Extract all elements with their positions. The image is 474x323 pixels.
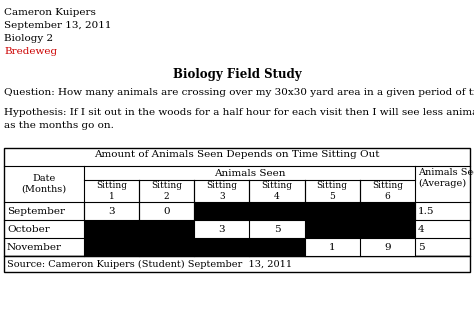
Bar bbox=[4, 256, 470, 272]
Bar bbox=[84, 238, 139, 256]
Bar bbox=[84, 220, 139, 238]
Text: 3: 3 bbox=[219, 224, 225, 234]
Text: 1.5: 1.5 bbox=[418, 206, 435, 215]
Text: Sitting
5: Sitting 5 bbox=[317, 181, 348, 201]
Bar bbox=[4, 148, 470, 256]
Bar bbox=[360, 202, 415, 220]
Text: Source: Cameron Kuipers (Student) September  13, 2011: Source: Cameron Kuipers (Student) Septem… bbox=[7, 259, 292, 268]
Text: Sitting
6: Sitting 6 bbox=[372, 181, 403, 201]
Text: Cameron Kuipers: Cameron Kuipers bbox=[4, 8, 96, 17]
Bar bbox=[194, 238, 249, 256]
Text: Sitting
1: Sitting 1 bbox=[96, 181, 127, 201]
Text: 1: 1 bbox=[329, 243, 336, 252]
Text: November: November bbox=[7, 243, 62, 252]
Text: Animals Seen
(Average): Animals Seen (Average) bbox=[418, 168, 474, 188]
Bar bbox=[360, 220, 415, 238]
Text: 3: 3 bbox=[108, 206, 115, 215]
Bar bbox=[249, 238, 305, 256]
Text: Animals Seen: Animals Seen bbox=[214, 169, 285, 178]
Bar bbox=[360, 238, 415, 256]
Bar bbox=[305, 238, 360, 256]
Bar bbox=[139, 238, 194, 256]
Bar bbox=[194, 202, 249, 220]
Text: October: October bbox=[7, 224, 50, 234]
Text: 5: 5 bbox=[274, 224, 281, 234]
Text: Amount of Animals Seen Depends on Time Sitting Out: Amount of Animals Seen Depends on Time S… bbox=[94, 150, 380, 159]
Text: Date
(Months): Date (Months) bbox=[21, 174, 66, 194]
Bar bbox=[249, 202, 305, 220]
Bar bbox=[194, 220, 249, 238]
Text: 5: 5 bbox=[418, 243, 425, 252]
Text: Bredeweg: Bredeweg bbox=[4, 47, 57, 56]
Text: 9: 9 bbox=[384, 243, 391, 252]
Text: Question: How many animals are crossing over my 30x30 yard area in a given perio: Question: How many animals are crossing … bbox=[4, 88, 474, 97]
Text: 4: 4 bbox=[418, 224, 425, 234]
Bar bbox=[139, 202, 194, 220]
Text: Hypothesis: If I sit out in the woods for a half hour for each visit then I will: Hypothesis: If I sit out in the woods fo… bbox=[4, 108, 474, 117]
Text: Biology 2: Biology 2 bbox=[4, 34, 53, 43]
Bar bbox=[305, 202, 360, 220]
Text: 0: 0 bbox=[164, 206, 170, 215]
Text: Sitting
3: Sitting 3 bbox=[206, 181, 237, 201]
Text: September 13, 2011: September 13, 2011 bbox=[4, 21, 111, 30]
Bar bbox=[84, 202, 139, 220]
Text: Sitting
2: Sitting 2 bbox=[151, 181, 182, 201]
Bar bbox=[305, 220, 360, 238]
Text: Biology Field Study: Biology Field Study bbox=[173, 68, 301, 81]
Bar bbox=[139, 220, 194, 238]
Bar bbox=[249, 220, 305, 238]
Text: Sitting
4: Sitting 4 bbox=[262, 181, 292, 201]
Text: September: September bbox=[7, 206, 65, 215]
Text: as the months go on.: as the months go on. bbox=[4, 121, 114, 130]
